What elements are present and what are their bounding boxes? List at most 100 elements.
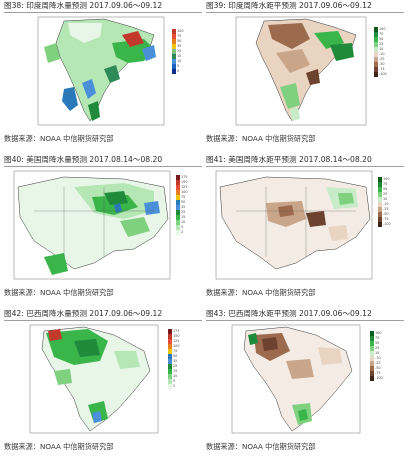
legend-swatch xyxy=(172,44,176,49)
legend-label: 10 xyxy=(375,351,380,355)
legend-entry: 25 xyxy=(172,49,186,54)
map-legend: 175 150 125 100 75 50 35 25 15 10 5 2 xyxy=(168,329,182,389)
legend-swatch xyxy=(176,180,180,185)
legend-entry: 150 xyxy=(176,180,190,185)
legend-label: 2 xyxy=(181,230,184,234)
legend-swatch xyxy=(378,192,382,197)
legend-swatch xyxy=(374,67,378,72)
legend-entry: 175 xyxy=(168,329,182,334)
legend-swatch xyxy=(374,47,378,52)
figure-india-anomaly: 图39: 印度周降水距平预测 2017.09.06～09.12 100 75 50 2… xyxy=(206,0,404,150)
legend-entry: 75 xyxy=(374,32,388,37)
legend-label: 100 xyxy=(177,29,184,33)
legend-label: 150 xyxy=(181,180,188,184)
brazil-anomaly-map: 100 75 50 25 10 -10 -25 -50 -75 -100 xyxy=(206,321,404,439)
legend-entry: 5 xyxy=(176,225,190,230)
legend-label: -75 xyxy=(375,371,381,375)
legend-entry: 25 xyxy=(374,42,388,47)
legend-entry: 50 xyxy=(172,39,186,44)
legend-label: 175 xyxy=(173,329,180,333)
map-graphic xyxy=(231,324,361,434)
legend-entry: 2 xyxy=(168,384,182,389)
legend-entry: 50 xyxy=(168,354,182,359)
legend-label: 35 xyxy=(177,44,182,48)
legend-entry: -100 xyxy=(370,376,384,381)
legend-entry: 125 xyxy=(176,185,190,190)
legend-swatch xyxy=(172,59,176,64)
map-graphic xyxy=(215,170,373,280)
legend-label: 75 xyxy=(173,349,178,353)
legend-swatch xyxy=(370,361,374,366)
legend-swatch xyxy=(168,384,172,389)
legend-entry: 75 xyxy=(172,34,186,39)
figure-india-precip: 图38: 印度周降水量预测 2017.09.06～09.12 100 75 50 35… xyxy=(4,0,202,150)
legend-swatch xyxy=(168,344,172,349)
legend-label: 10 xyxy=(177,59,182,63)
map-legend: 100 75 50 25 10 -10 -25 -50 -75 -100 xyxy=(374,27,388,77)
figure-us-precip: 图40: 美国周降水量预测 2017.08.14～08.20 175 150 125… xyxy=(4,154,202,304)
legend-swatch xyxy=(176,230,180,235)
legend-label: 50 xyxy=(375,341,380,345)
legend-label: -50 xyxy=(379,62,385,66)
legend-label: 10 xyxy=(173,374,178,378)
legend-entry: 5 xyxy=(172,64,186,69)
legend-swatch xyxy=(168,354,172,359)
figure-brazil-precip: 图42: 巴西周降水量预测 2017.09.06～09.12 175 150 125… xyxy=(4,308,202,458)
india-anomaly-map: 100 75 50 25 10 -10 -25 -50 -75 -100 xyxy=(206,13,404,131)
legend-swatch xyxy=(378,197,382,202)
legend-swatch xyxy=(168,364,172,369)
legend-swatch xyxy=(168,334,172,339)
legend-entry: 35 xyxy=(168,359,182,364)
legend-label: 25 xyxy=(375,346,380,350)
legend-entry: 100 xyxy=(374,27,388,32)
map-legend: 100 75 50 25 10 -10 -25 -50 -75 -100 xyxy=(370,331,384,381)
legend-label: 100 xyxy=(181,190,188,194)
legend-entry: 15 xyxy=(172,54,186,59)
legend-entry: 10 xyxy=(378,197,392,202)
legend-label: -100 xyxy=(383,222,391,226)
legend-swatch xyxy=(378,202,382,207)
legend-entry: 75 xyxy=(168,349,182,354)
legend-entry: -10 xyxy=(374,52,388,57)
legend-label: 50 xyxy=(177,39,182,43)
legend-label: 10 xyxy=(379,47,384,51)
legend-swatch xyxy=(176,185,180,190)
figure-caption: 图42: 巴西周降水量预测 2017.09.06～09.12 xyxy=(4,308,202,321)
legend-swatch xyxy=(172,29,176,34)
legend-swatch xyxy=(378,212,382,217)
legend-label: 50 xyxy=(383,187,388,191)
legend-entry: 75 xyxy=(378,182,392,187)
legend-entry: -25 xyxy=(378,207,392,212)
legend-label: 50 xyxy=(181,200,186,204)
brazil-precip-map: 175 150 125 100 75 50 35 25 15 10 5 2 xyxy=(4,321,202,439)
legend-swatch xyxy=(168,329,172,334)
legend-swatch xyxy=(370,376,374,381)
legend-label: -10 xyxy=(379,52,385,56)
legend-label: 35 xyxy=(181,205,186,209)
legend-entry: 150 xyxy=(168,334,182,339)
legend-entry: -10 xyxy=(370,356,384,361)
legend-entry: 15 xyxy=(168,369,182,374)
legend-label: 2 xyxy=(173,384,176,388)
legend-entry: -50 xyxy=(374,62,388,67)
legend-swatch xyxy=(172,54,176,59)
legend-entry: -100 xyxy=(378,222,392,227)
legend-swatch xyxy=(172,39,176,44)
legend-label: 75 xyxy=(375,336,380,340)
legend-label: -50 xyxy=(383,212,389,216)
legend-label: -75 xyxy=(383,217,389,221)
data-source-note: 数据来源：NOAA 中信期货研究部 xyxy=(206,442,316,451)
legend-entry: -75 xyxy=(370,371,384,376)
legend-label: 5 xyxy=(177,64,180,68)
legend-entry: 10 xyxy=(168,374,182,379)
legend-swatch xyxy=(378,182,382,187)
legend-entry: 50 xyxy=(374,37,388,42)
us-precip-map: 175 150 125 100 75 50 35 25 15 10 5 2 xyxy=(4,167,202,285)
figure-caption: 图38: 印度周降水量预测 2017.09.06～09.12 xyxy=(4,0,202,13)
legend-entry: -10 xyxy=(378,202,392,207)
legend-swatch xyxy=(378,217,382,222)
legend-entry: -25 xyxy=(374,57,388,62)
legend-entry: 25 xyxy=(176,210,190,215)
legend-swatch xyxy=(176,190,180,195)
legend-swatch xyxy=(176,215,180,220)
